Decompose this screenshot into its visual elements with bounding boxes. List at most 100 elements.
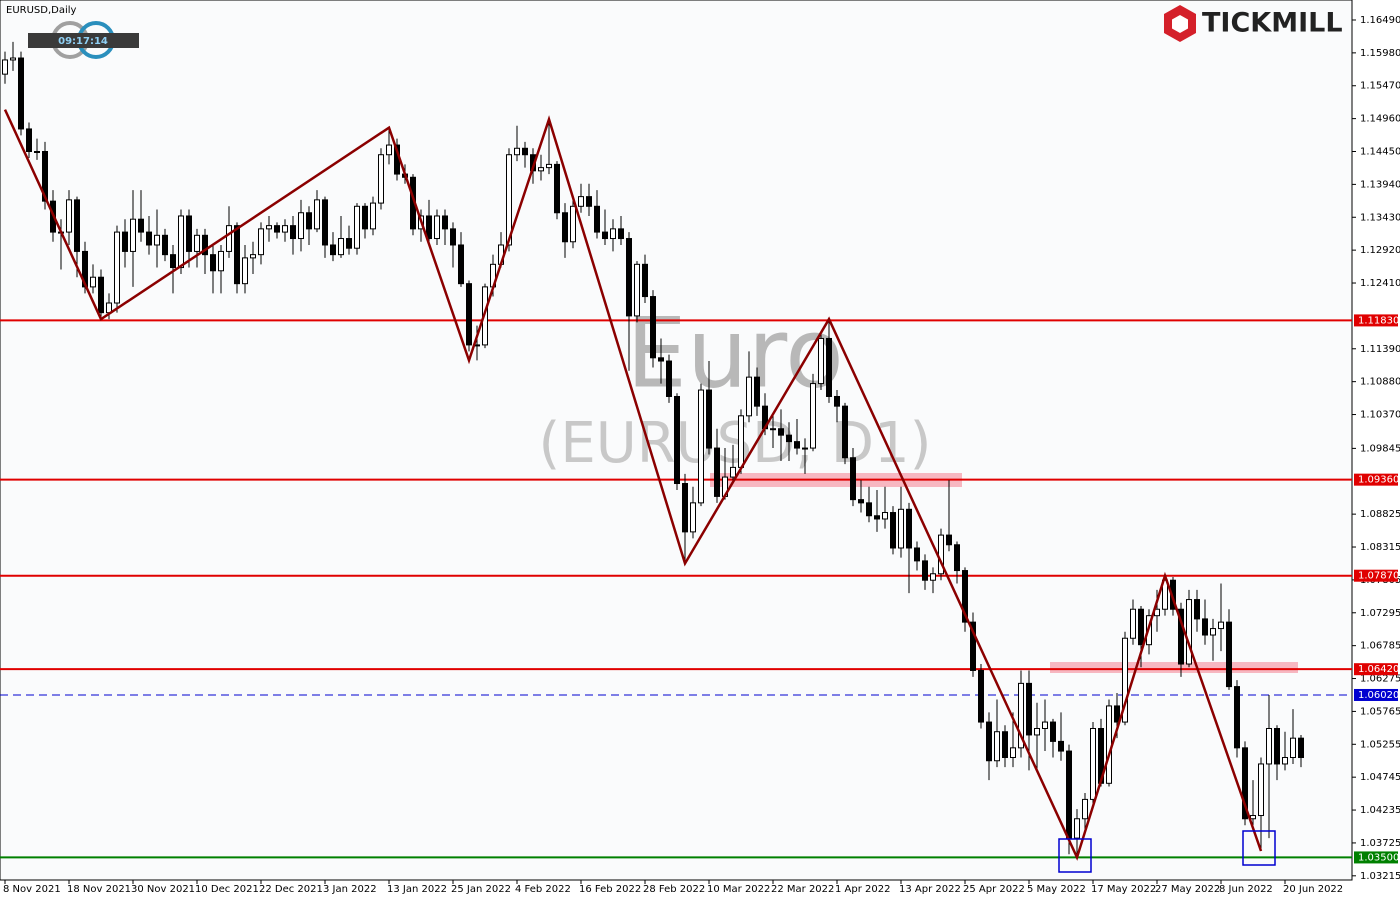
candle-body [146, 231, 152, 246]
candle-body [858, 499, 864, 504]
candle-body [898, 508, 904, 549]
candle-body [186, 215, 192, 252]
candle-body [250, 254, 256, 259]
candle-body [610, 228, 616, 240]
x-tick-label: 13 Jan 2022 [387, 884, 447, 895]
candle-body [1242, 747, 1248, 820]
candle-body [666, 360, 672, 397]
candle-body [1042, 721, 1048, 729]
y-tick-label: 1.13430 [1360, 212, 1400, 223]
candle-body [962, 570, 968, 623]
candle-body [1018, 682, 1024, 749]
candle-body [538, 167, 544, 172]
y-tick-label: 1.03725 [1360, 838, 1400, 849]
candle-body [1178, 608, 1184, 665]
zigzag [3, 109, 1263, 861]
y-tick-label: 1.16490 [1360, 15, 1400, 26]
candle-body [650, 296, 656, 359]
candle-body [1194, 599, 1200, 620]
candle-body [1162, 579, 1168, 610]
candle-body [322, 199, 328, 246]
candle-body [682, 483, 688, 533]
candle-body [226, 225, 232, 252]
y-tick-label: 1.14450 [1360, 147, 1400, 158]
candle-body [842, 405, 848, 459]
timer: 09:17:14 [58, 36, 108, 47]
x-tick-label: 3 Jan 2022 [323, 884, 377, 895]
y-tick-label: 1.03215 [1360, 871, 1400, 882]
candle-body [258, 228, 264, 256]
candle-body [514, 147, 520, 156]
candle-body [1202, 618, 1208, 636]
candles [2, 41, 1304, 858]
candle-body [210, 254, 216, 272]
candle-body [1298, 737, 1304, 759]
candle-body [1274, 727, 1280, 765]
candle-body [1258, 763, 1264, 817]
candle-body [746, 376, 752, 417]
candle-body [74, 199, 80, 252]
candle-body [290, 225, 296, 240]
candle-body [1074, 818, 1080, 839]
y-tick-label: 1.08825 [1360, 509, 1400, 520]
candle-body [618, 228, 624, 240]
candle-body [1130, 608, 1136, 639]
level-tag [1354, 663, 1398, 676]
candle-body [1050, 721, 1056, 742]
brand-name: TICKMILL [1202, 8, 1343, 39]
candle-body [42, 151, 48, 202]
candle-body [90, 276, 96, 288]
level-tag [1354, 851, 1398, 864]
candle-body [114, 231, 120, 304]
candle-body [442, 215, 448, 230]
candle-body [634, 263, 640, 317]
candle-body [1090, 727, 1096, 800]
candle-body [914, 547, 920, 562]
y-tick-label: 1.10370 [1360, 410, 1400, 421]
candle-body [466, 283, 472, 346]
candle-body [890, 512, 896, 549]
x-tick-label: 18 Nov 2021 [67, 884, 131, 895]
candle-body [314, 199, 320, 230]
candle-body [978, 669, 984, 723]
candle-body [18, 57, 24, 130]
resistance-zone [1050, 662, 1298, 673]
candle-body [450, 228, 456, 246]
candle-body [378, 154, 384, 204]
candle-body [122, 231, 128, 252]
candle-body [1186, 599, 1192, 665]
candle-body [594, 205, 600, 233]
candle-body [162, 234, 168, 256]
candle-body [1122, 637, 1128, 723]
y-tick-label: 1.04745 [1360, 772, 1400, 783]
candle-body [602, 231, 608, 240]
candle-body [970, 621, 976, 671]
candle-body [818, 337, 824, 385]
candle-body [1266, 727, 1272, 765]
candle-body [338, 238, 344, 256]
candle-body [730, 466, 736, 478]
x-tick-label: 4 Feb 2022 [515, 884, 571, 895]
candle-body [698, 389, 704, 504]
y-tick-label: 1.09845 [1360, 443, 1400, 454]
level-label: 1.06420 [1358, 664, 1399, 675]
candle-body [986, 721, 992, 762]
candle-body [282, 225, 288, 233]
candle-body [26, 128, 32, 153]
candle-body [930, 573, 936, 581]
x-tick-label: 30 Nov 2021 [131, 884, 195, 895]
candle-body [1114, 705, 1120, 723]
x-tick-label: 8 Jun 2022 [1219, 884, 1273, 895]
candle-body [1138, 608, 1144, 646]
candle-body [306, 212, 312, 230]
candle-body [1226, 621, 1232, 688]
candle-body [194, 234, 200, 252]
candle-body [98, 276, 104, 314]
candle-body [802, 447, 808, 450]
candle-body [138, 218, 144, 233]
y-tick-label: 1.13940 [1360, 179, 1400, 190]
candle-body [330, 244, 336, 256]
candle-body [346, 238, 352, 249]
y-tick-label: 1.14960 [1360, 114, 1400, 125]
axes: 1.16490 1.15980 1.15470 1.14960 1.14450 1.139… [3, 15, 1400, 895]
